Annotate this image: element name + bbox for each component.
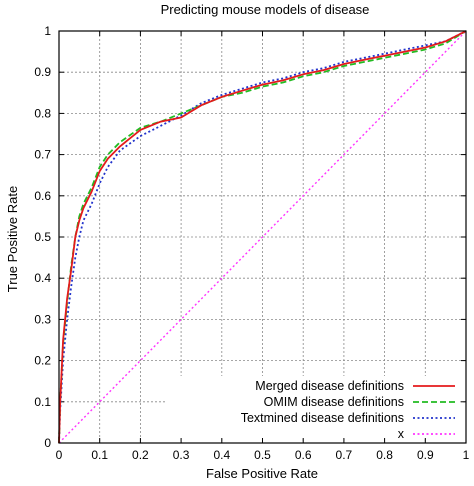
x-tick-label: 0 [56, 448, 63, 462]
x-tick-label: 0.8 [376, 448, 393, 462]
y-tick-label: 0.1 [34, 395, 51, 409]
x-tick-label: 0.6 [295, 448, 312, 462]
y-tick-label: 0.3 [34, 312, 51, 326]
x-tick-label: 0.3 [173, 448, 190, 462]
x-tick-label: 1 [463, 448, 470, 462]
series-line-0 [58, 30, 467, 444]
legend-label: x [398, 427, 405, 441]
axes: 0 0.1 0.2 0.3 0.4 0.5 0.6 0.7 0.8 0.9 1 0 0.1 0.2 0.3 0… [34, 24, 469, 462]
y-axis-label: True Positive Rate [5, 186, 20, 292]
y-tick-label: 0 [44, 436, 51, 450]
legend-label: Merged disease definitions [255, 379, 404, 393]
x-tick-label: 0.2 [132, 448, 149, 462]
series-line-3 [58, 30, 467, 444]
y-tick-label: 0.9 [34, 65, 51, 79]
y-tick-label: 0.4 [34, 271, 51, 285]
legend-background [165, 376, 460, 438]
y-tick-label: 0.2 [34, 354, 51, 368]
y-tick-label: 0.5 [34, 230, 51, 244]
x-tick-label: 0.9 [417, 448, 434, 462]
series-line-2 [58, 30, 467, 444]
legend-label: OMIM disease definitions [264, 395, 404, 409]
x-tick-label: 0.4 [213, 448, 230, 462]
y-tick-label: 0.8 [34, 106, 51, 120]
series-line-1 [58, 30, 467, 444]
series-layer [58, 30, 467, 444]
x-tick-label: 0.7 [336, 448, 353, 462]
y-tick-label: 1 [44, 24, 51, 38]
chart-title: Predicting mouse models of disease [161, 2, 370, 17]
x-tick-label: 0.1 [91, 448, 108, 462]
legend-label: Textmined disease definitions [241, 411, 404, 425]
x-axis-label: False Positive Rate [206, 466, 318, 481]
y-tick-label: 0.7 [34, 148, 51, 162]
legend: Merged disease definitions OMIM disease d… [165, 376, 460, 441]
y-tick-label: 0.6 [34, 189, 51, 203]
plot-frame [58, 30, 467, 444]
x-tick-label: 0.5 [254, 448, 271, 462]
